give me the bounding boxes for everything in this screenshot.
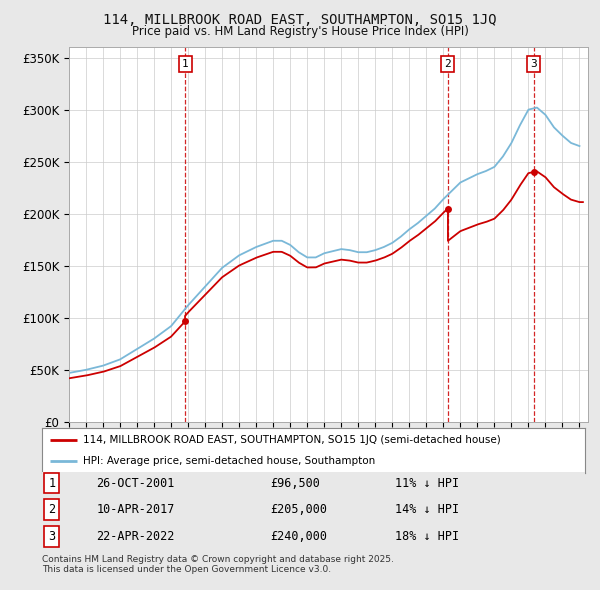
- Text: 1: 1: [48, 477, 55, 490]
- Text: 26-OCT-2001: 26-OCT-2001: [97, 477, 175, 490]
- Text: 11% ↓ HPI: 11% ↓ HPI: [395, 477, 459, 490]
- Text: £205,000: £205,000: [270, 503, 327, 516]
- Text: £96,500: £96,500: [270, 477, 320, 490]
- Text: HPI: Average price, semi-detached house, Southampton: HPI: Average price, semi-detached house,…: [83, 457, 375, 466]
- Text: 18% ↓ HPI: 18% ↓ HPI: [395, 530, 459, 543]
- Text: 3: 3: [530, 59, 537, 69]
- Text: Price paid vs. HM Land Registry's House Price Index (HPI): Price paid vs. HM Land Registry's House …: [131, 25, 469, 38]
- Text: 10-APR-2017: 10-APR-2017: [97, 503, 175, 516]
- Text: 2: 2: [48, 503, 55, 516]
- Text: 114, MILLBROOK ROAD EAST, SOUTHAMPTON, SO15 1JQ: 114, MILLBROOK ROAD EAST, SOUTHAMPTON, S…: [103, 13, 497, 27]
- Text: 1: 1: [182, 59, 188, 69]
- Text: 2: 2: [445, 59, 451, 69]
- Text: 114, MILLBROOK ROAD EAST, SOUTHAMPTON, SO15 1JQ (semi-detached house): 114, MILLBROOK ROAD EAST, SOUTHAMPTON, S…: [83, 435, 500, 444]
- Text: 14% ↓ HPI: 14% ↓ HPI: [395, 503, 459, 516]
- Text: Contains HM Land Registry data © Crown copyright and database right 2025.
This d: Contains HM Land Registry data © Crown c…: [42, 555, 394, 574]
- Text: £240,000: £240,000: [270, 530, 327, 543]
- Text: 3: 3: [48, 530, 55, 543]
- Text: 22-APR-2022: 22-APR-2022: [97, 530, 175, 543]
